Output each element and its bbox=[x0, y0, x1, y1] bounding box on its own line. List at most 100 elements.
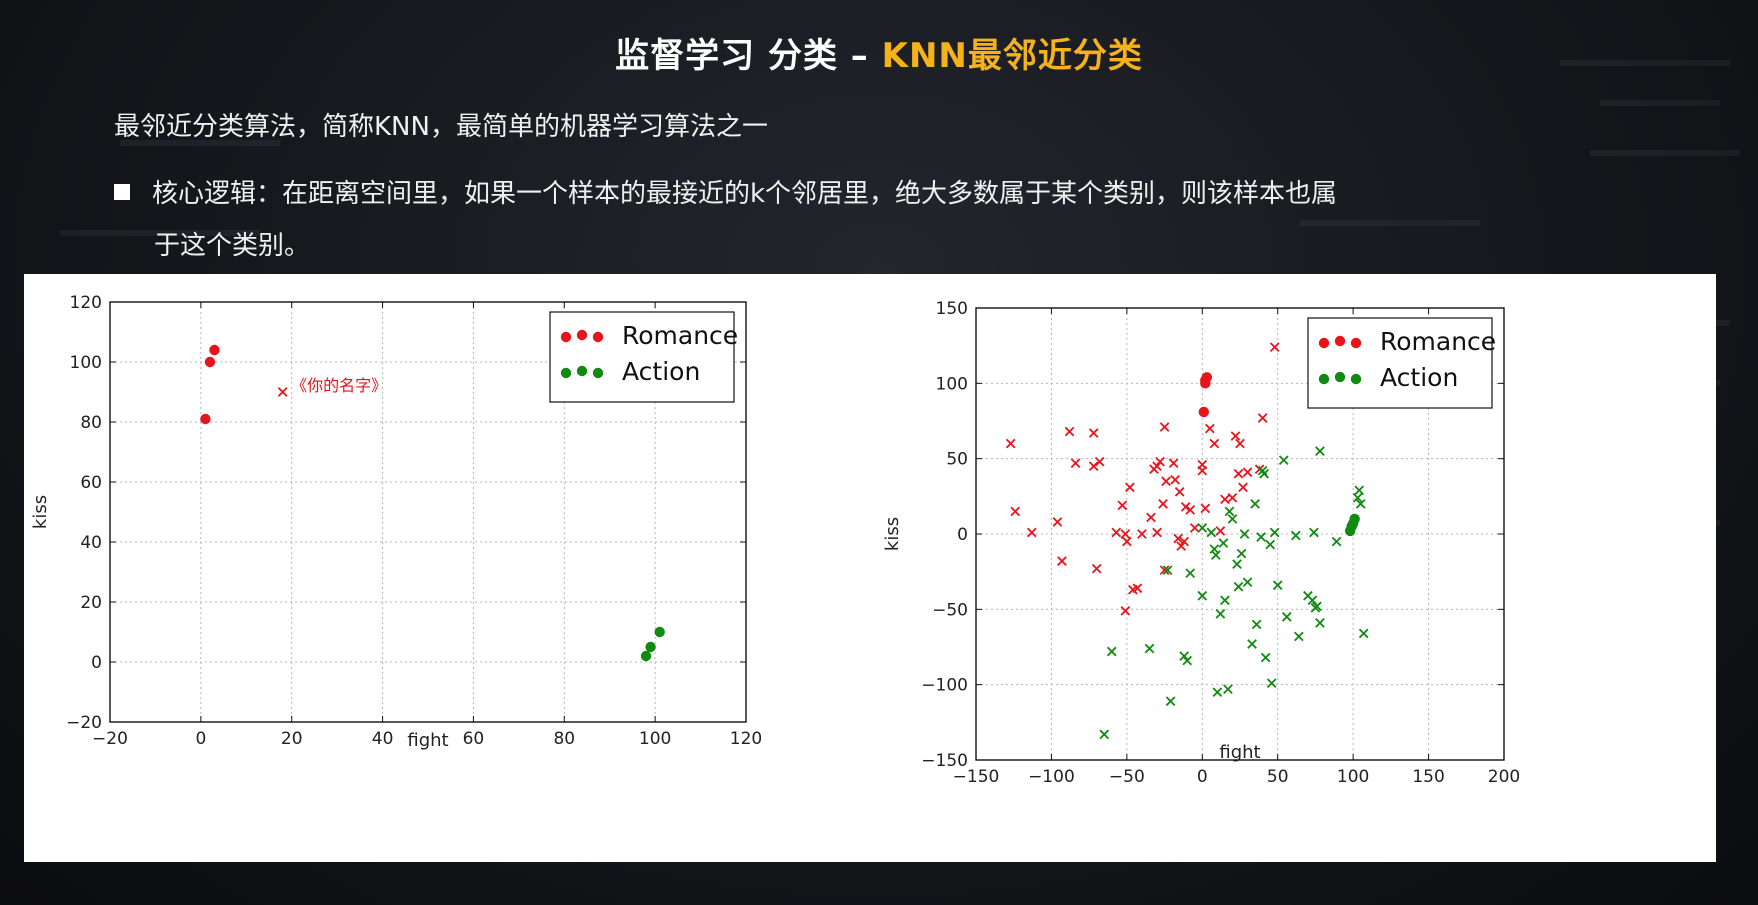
x-marker-stroke bbox=[1179, 536, 1190, 547]
legend-marker bbox=[1318, 337, 1330, 349]
x-marker-stroke bbox=[1122, 536, 1132, 547]
x-marker-stroke bbox=[1315, 446, 1325, 456]
data-point-x bbox=[1180, 502, 1191, 512]
data-point-x bbox=[1238, 482, 1248, 493]
legend-label: Romance bbox=[1380, 327, 1496, 356]
x-marker-stroke bbox=[1242, 467, 1253, 478]
x-marker-stroke bbox=[1209, 438, 1220, 449]
x-axis-label: fight bbox=[407, 730, 448, 751]
data-point-x bbox=[1265, 539, 1276, 550]
chart-panel-left: −20 0 20 40 60 80 100 120 −20 0 20 40 60 80 100 120 figh… bbox=[24, 274, 872, 862]
legend-label: Romance bbox=[622, 321, 738, 350]
data-point-x bbox=[1197, 459, 1208, 470]
x-marker-stroke bbox=[1010, 506, 1021, 517]
data-point-x bbox=[1220, 494, 1230, 505]
data-point-x bbox=[1352, 493, 1363, 503]
data-point-x bbox=[1278, 455, 1289, 466]
x-marker-stroke bbox=[1218, 538, 1229, 548]
point-annotation: 《你的名字》 bbox=[291, 376, 387, 395]
x-marker-stroke bbox=[1293, 631, 1304, 642]
legend-label: Action bbox=[1380, 363, 1458, 392]
data-point-x bbox=[1132, 583, 1143, 594]
data-point-x bbox=[1257, 413, 1268, 423]
x-marker-stroke bbox=[1227, 493, 1238, 503]
data-point-x bbox=[1159, 565, 1170, 575]
data-point-x bbox=[1091, 563, 1102, 574]
x-marker-stroke bbox=[1215, 526, 1226, 536]
data-point-x bbox=[1099, 729, 1110, 740]
data-point-x bbox=[1158, 499, 1168, 509]
x-marker-stroke bbox=[1224, 506, 1235, 517]
data-point-x bbox=[1094, 456, 1105, 467]
data-point bbox=[204, 356, 216, 368]
data-point bbox=[640, 650, 652, 662]
x-marker-stroke bbox=[1256, 532, 1266, 542]
data-point-x bbox=[1272, 580, 1283, 591]
x-marker-stroke bbox=[1204, 423, 1215, 434]
data-point-x bbox=[1106, 646, 1117, 657]
data-point-x bbox=[1235, 438, 1245, 449]
series-unlabeled-x bbox=[277, 387, 288, 397]
y-tick-label: 0 bbox=[957, 525, 968, 545]
x-axis-label: fight bbox=[1219, 742, 1260, 763]
x-tick-label: 0 bbox=[1197, 767, 1208, 787]
x-marker-stroke bbox=[1094, 456, 1105, 467]
x-tick-label: 40 bbox=[372, 729, 394, 749]
data-point-x bbox=[1242, 577, 1253, 588]
data-point-x bbox=[1224, 506, 1235, 517]
x-marker-stroke bbox=[1185, 505, 1196, 515]
data-point-x bbox=[1185, 568, 1196, 579]
x-marker-stroke bbox=[1106, 646, 1117, 657]
data-point-x bbox=[1236, 548, 1247, 559]
x-marker-stroke bbox=[1236, 548, 1247, 559]
scatter-chart-right: −150 −100 −50 0 50 100 150 200 −150 −100 −50 0 50 100… bbox=[882, 299, 1520, 787]
x-marker-stroke bbox=[1247, 639, 1257, 649]
data-point-x bbox=[1233, 468, 1244, 479]
series-unlabeled-x bbox=[1005, 342, 1280, 616]
x-marker-stroke bbox=[1159, 422, 1170, 432]
x-marker-stroke bbox=[1358, 628, 1369, 639]
x-marker-stroke bbox=[1303, 590, 1313, 601]
x-tick-label: 120 bbox=[730, 729, 762, 749]
x-marker-stroke bbox=[1227, 514, 1238, 524]
data-point-x bbox=[1250, 499, 1260, 509]
data-point-x bbox=[1206, 527, 1217, 538]
x-marker-stroke bbox=[1189, 523, 1200, 533]
x-marker-stroke bbox=[1146, 512, 1156, 523]
x-marker-stroke bbox=[1233, 581, 1244, 592]
data-point-x bbox=[1144, 643, 1155, 654]
data-point-x bbox=[1354, 485, 1365, 496]
legend-marker bbox=[560, 331, 572, 343]
legend-marker bbox=[1334, 335, 1346, 347]
x-tick-label: 100 bbox=[1337, 767, 1369, 787]
data-point-x bbox=[1120, 606, 1131, 616]
data-point-x bbox=[1290, 530, 1301, 541]
data-point bbox=[1198, 406, 1209, 418]
x-marker-stroke bbox=[1158, 499, 1168, 509]
data-point-x bbox=[1189, 523, 1200, 533]
data-point-x bbox=[1331, 536, 1342, 547]
data-point-x bbox=[1120, 529, 1131, 539]
data-point-x bbox=[1259, 468, 1269, 479]
data-point-x bbox=[1281, 612, 1292, 622]
y-tick-label: 100 bbox=[70, 353, 102, 373]
data-point-x bbox=[1185, 505, 1196, 515]
series-unlabeled-x bbox=[1099, 446, 1369, 740]
x-marker-stroke bbox=[1197, 590, 1208, 601]
x-marker-stroke bbox=[1111, 527, 1122, 538]
bullet-text-line1: 核心逻辑：在距离空间里，如果一个样本的最接近的k个邻居里，绝大多数属于某个类别，… bbox=[152, 179, 1338, 209]
scatter-chart-left: −20 0 20 40 60 80 100 120 −20 0 20 40 60 80 100 120 figh… bbox=[30, 293, 762, 751]
data-point-x bbox=[1010, 506, 1021, 517]
y-tick-label: 0 bbox=[91, 653, 102, 673]
data-point-x bbox=[1152, 461, 1162, 472]
x-marker-stroke bbox=[1355, 499, 1366, 509]
data-point-x bbox=[1293, 631, 1304, 642]
x-tick-label: −20 bbox=[92, 729, 128, 749]
x-marker-stroke bbox=[1091, 563, 1102, 574]
x-marker-stroke bbox=[1266, 678, 1277, 688]
series-action bbox=[1344, 513, 1360, 537]
legend-box bbox=[1307, 317, 1493, 409]
data-point-x bbox=[1146, 512, 1156, 523]
data-point bbox=[1347, 518, 1359, 529]
legend-marker bbox=[592, 331, 604, 343]
